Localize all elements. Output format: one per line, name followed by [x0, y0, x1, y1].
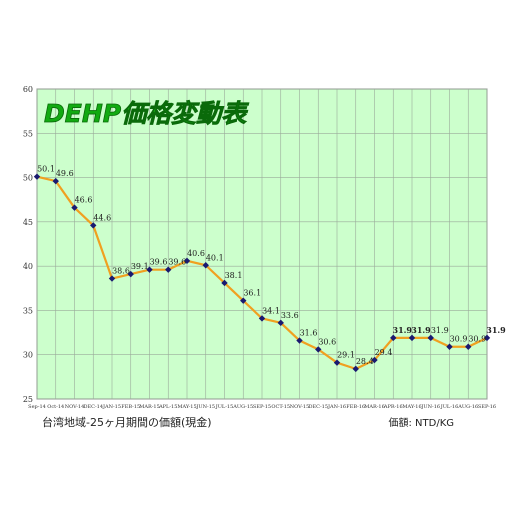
- x-tick-label: SEP-15: [253, 404, 271, 410]
- y-tick-label: 60: [23, 85, 33, 94]
- data-point-marker: [165, 266, 172, 273]
- data-label: 38.6: [112, 267, 130, 276]
- data-point-marker: [408, 334, 416, 342]
- data-label: 31.9: [393, 325, 413, 335]
- data-label: 30.6: [318, 337, 336, 346]
- x-tick-label: SEP-16: [478, 404, 496, 410]
- data-point-marker: [333, 359, 341, 366]
- data-point-marker: [183, 257, 191, 265]
- data-point-marker: [371, 356, 378, 364]
- x-tick-label: APL-15: [158, 404, 177, 410]
- data-label: 29.1: [337, 351, 355, 360]
- data-point-marker: [108, 275, 116, 282]
- data-label: 38.1: [225, 271, 243, 280]
- y-tick-label: 25: [23, 395, 33, 404]
- data-label: 39.6: [150, 258, 168, 267]
- data-point-marker: [483, 334, 491, 342]
- data-point-marker: [127, 270, 134, 278]
- data-point-marker: [446, 343, 453, 350]
- data-label: 31.9: [411, 325, 431, 335]
- data-label: 46.6: [75, 196, 93, 205]
- chart-title: DEHP価格変動表: [44, 99, 249, 128]
- data-point-marker: [315, 346, 322, 353]
- x-tick-label: JAN-16: [327, 404, 346, 410]
- data-point-marker: [240, 297, 247, 304]
- x-tick-label: JUL-16: [440, 404, 459, 410]
- data-point-marker: [296, 337, 303, 344]
- x-tick-label: MAR-15: [139, 404, 160, 410]
- data-label: 39.1: [131, 262, 149, 271]
- x-tick-label: Oct-14: [47, 404, 64, 410]
- data-label: 31.6: [300, 329, 318, 338]
- data-label: 34.1: [262, 306, 280, 315]
- data-point-marker: [427, 334, 434, 342]
- x-tick-label: NOV-15: [290, 404, 310, 410]
- x-tick-label: DEC-15: [308, 404, 328, 410]
- data-label: 30.9: [450, 335, 468, 344]
- data-label: 31.9: [486, 325, 506, 335]
- data-point-marker: [352, 365, 359, 373]
- x-tick-label: JAN-15: [102, 404, 121, 410]
- x-tick-label: AUG-16: [457, 404, 478, 410]
- data-point-marker: [221, 279, 228, 287]
- x-tick-label: MAR-16: [364, 404, 385, 410]
- x-tick-label: MAY-15: [177, 404, 196, 410]
- x-tick-label: MAY-16: [402, 404, 421, 410]
- gridlines: [36, 88, 488, 400]
- y-tick-label: 35: [23, 306, 33, 315]
- data-label: 33.6: [281, 311, 299, 320]
- axes: 25 30 35 40 45 50 55 60 Sep-14 Oct-14 NOV-14 DEC-14…: [23, 85, 496, 410]
- data-point-marker: [390, 334, 397, 342]
- footer-note-unit: 価額: NTD/KG: [388, 418, 454, 429]
- x-tick-label: APR-16: [383, 404, 403, 410]
- data-label: 39.6: [168, 258, 186, 267]
- x-tick-label: DEC-14: [83, 404, 103, 410]
- data-label: 36.1: [243, 289, 261, 298]
- data-point-marker: [277, 319, 284, 327]
- footer-note-region: 台湾地域-25ヶ月期間の価額(現金): [42, 416, 212, 429]
- x-tick-label: JUL-15: [215, 404, 234, 410]
- data-label: 44.6: [93, 213, 111, 222]
- y-tick-label: 30: [23, 351, 33, 360]
- data-point-marker: [52, 177, 59, 185]
- y-tick-label: 45: [23, 218, 33, 227]
- data-point-marker: [90, 222, 97, 229]
- x-tick-label: FEB-15: [121, 404, 140, 410]
- x-tick-label: OCT-15: [271, 404, 290, 410]
- data-label: 31.9: [431, 326, 449, 335]
- data-label: 50.1: [37, 165, 55, 174]
- x-tick-label: FEB-16: [346, 404, 365, 410]
- data-label: 30.9: [468, 335, 486, 344]
- y-tick-label: 55: [23, 129, 33, 138]
- y-tick-label: 40: [23, 262, 33, 271]
- data-label: 40.1: [206, 253, 224, 262]
- data-label: 49.6: [56, 169, 74, 178]
- data-point-marker: [465, 343, 472, 350]
- x-tick-label: Sep-14: [28, 404, 46, 410]
- data-label: 28.4: [356, 357, 374, 366]
- x-tick-label: JUN-16: [420, 404, 440, 410]
- x-tick-label: JUN-15: [195, 404, 215, 410]
- data-point-marker: [146, 266, 153, 273]
- data-label: 40.6: [187, 249, 205, 258]
- x-tick-label: AUG-15: [232, 404, 253, 410]
- data-point-marker: [33, 173, 41, 180]
- series-dehp-price: [33, 173, 491, 373]
- x-tick-label: NOV-14: [65, 404, 85, 410]
- data-labels: 50.1 49.646.644.638.6 39.1 39.6 39.640.6 40.1…: [37, 165, 506, 366]
- y-tick-label: 50: [23, 174, 33, 183]
- data-point-marker: [202, 262, 209, 269]
- data-point-marker: [71, 204, 78, 211]
- data-label: 29.4: [375, 348, 393, 357]
- data-point-marker: [258, 315, 266, 322]
